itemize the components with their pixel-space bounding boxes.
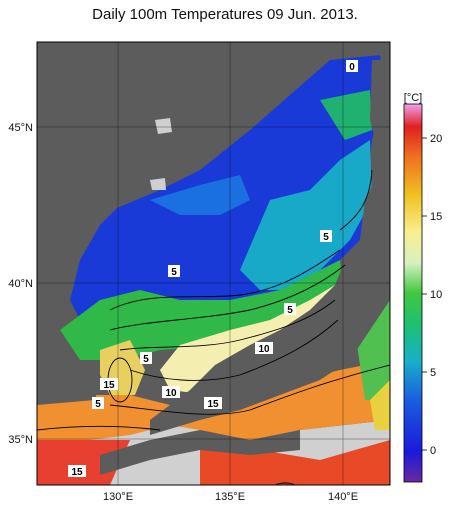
contour-label: 0 — [349, 62, 355, 73]
contour-label: 5 — [171, 267, 177, 278]
lat-label: 45°N — [8, 122, 33, 134]
lat-label: 35°N — [8, 434, 33, 446]
isotherm-contours — [37, 169, 390, 485]
contour-label: 5 — [143, 354, 149, 365]
contour-labels: 0 5 5 5 5 10 10 15 15 15 5 — [68, 60, 358, 478]
colorbar-tick: 15 — [430, 211, 442, 223]
colorbar-scale — [403, 103, 423, 483]
lat-label: 40°N — [8, 278, 33, 290]
map-frame — [36, 41, 391, 486]
contour-label: 10 — [258, 344, 270, 355]
map-title: Daily 100m Temperatures 09 Jun. 2013. — [92, 6, 358, 23]
contour-label: 5 — [323, 232, 329, 243]
colorbar: [°C] 20 15 10 5 0 — [403, 92, 442, 483]
sea-temperature-field — [37, 42, 390, 485]
longitude-labels: 130°E 135°E 140°E — [103, 491, 358, 503]
contour-label: 15 — [71, 467, 83, 478]
graticule — [37, 42, 390, 485]
lon-label: 135°E — [215, 491, 245, 503]
colorbar-tick: 5 — [430, 367, 436, 379]
colorbar-tick: 20 — [430, 133, 442, 145]
colorbar-unit: [°C] — [404, 92, 422, 104]
contour-label: 15 — [207, 399, 219, 410]
contour-label: 5 — [287, 305, 293, 316]
lon-label: 140°E — [328, 491, 358, 503]
latitude-labels: 45°N 40°N 35°N — [8, 122, 33, 446]
colorbar-tick: 10 — [430, 289, 442, 301]
colorbar-tick: 0 — [430, 445, 436, 457]
lon-label: 130°E — [103, 491, 133, 503]
contour-label: 15 — [103, 380, 115, 391]
contour-label: 10 — [165, 388, 177, 399]
contour-label: 5 — [95, 399, 101, 410]
